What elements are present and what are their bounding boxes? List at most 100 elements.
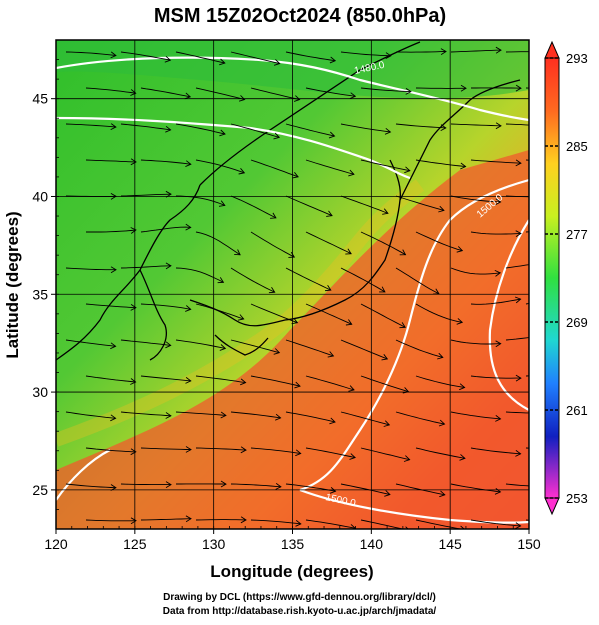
grid-lines bbox=[56, 40, 529, 529]
streamline-arrow bbox=[384, 490, 391, 497]
streamline bbox=[505, 264, 529, 269]
wind-streamlines bbox=[65, 46, 576, 529]
streamline-arrow bbox=[326, 210, 333, 217]
streamline-arrow bbox=[349, 92, 357, 100]
streamline-arrow bbox=[273, 348, 281, 355]
streamline bbox=[340, 51, 391, 57]
streamline bbox=[195, 447, 247, 451]
streamline-arrow bbox=[240, 516, 247, 524]
streamline-arrow bbox=[237, 314, 245, 321]
streamline bbox=[175, 411, 226, 416]
streamline bbox=[140, 159, 191, 165]
colorbar-tick-label: 261 bbox=[566, 403, 588, 418]
plot-area bbox=[56, 40, 576, 529]
streamline bbox=[305, 231, 352, 255]
streamline-arrow bbox=[495, 340, 502, 348]
streamline-arrow bbox=[130, 227, 137, 234]
streamline-arrow bbox=[219, 58, 226, 66]
y-tick-label: 40 bbox=[32, 188, 48, 204]
streamline bbox=[470, 375, 521, 379]
colorbar-bottom-arrow bbox=[544, 497, 560, 516]
streamline bbox=[85, 87, 136, 94]
streamline bbox=[395, 267, 440, 295]
credit-line-2: Data from http://database.rish.kyoto-u.a… bbox=[162, 606, 437, 617]
streamline bbox=[340, 123, 391, 133]
streamline-arrow bbox=[460, 84, 467, 92]
colorbar-tick-label: 285 bbox=[566, 139, 588, 154]
streamline-arrow bbox=[165, 341, 172, 349]
streamline bbox=[120, 193, 172, 197]
streamline-arrow bbox=[218, 200, 226, 207]
x-tick-label: 145 bbox=[438, 536, 462, 552]
streamline-arrow bbox=[275, 483, 282, 490]
streamline bbox=[395, 339, 443, 358]
streamline-arrow bbox=[381, 354, 389, 361]
streamline bbox=[140, 375, 191, 382]
streamline-arrow bbox=[219, 129, 226, 137]
streamline-arrow bbox=[238, 95, 246, 102]
streamline-arrow bbox=[382, 208, 389, 215]
streamline-arrow bbox=[273, 59, 281, 66]
streamline-arrow bbox=[456, 246, 464, 253]
streamline-arrow bbox=[515, 522, 522, 529]
streamline bbox=[195, 375, 246, 384]
streamline bbox=[285, 51, 336, 62]
streamline bbox=[85, 303, 136, 309]
streamline-arrow bbox=[495, 46, 502, 54]
streamline bbox=[395, 411, 445, 425]
colorbar-tick-label: 269 bbox=[566, 315, 588, 330]
streamline-arrow bbox=[494, 269, 502, 277]
streamline bbox=[175, 267, 224, 283]
streamline-arrow bbox=[268, 287, 276, 294]
streamline bbox=[230, 195, 277, 219]
streamline bbox=[195, 87, 245, 100]
streamline bbox=[250, 87, 300, 101]
streamline-arrow bbox=[130, 448, 137, 456]
streamline bbox=[360, 447, 410, 461]
streamline-arrow bbox=[571, 445, 576, 451]
streamline-arrow bbox=[437, 352, 444, 360]
streamline bbox=[195, 231, 241, 256]
streamline bbox=[285, 411, 336, 423]
streamline bbox=[415, 447, 465, 459]
colorbar-tick-label: 277 bbox=[566, 227, 588, 242]
streamline bbox=[415, 375, 465, 388]
streamline bbox=[340, 483, 390, 495]
streamline-arrow bbox=[439, 490, 446, 498]
streamline-arrow bbox=[348, 169, 355, 177]
streamline-arrow bbox=[345, 248, 352, 255]
streamline-arrow bbox=[185, 515, 192, 523]
streamline-arrow bbox=[328, 131, 336, 139]
streamline bbox=[470, 231, 521, 235]
streamline-arrow bbox=[459, 383, 466, 391]
streamline-arrow bbox=[294, 381, 301, 389]
streamline bbox=[415, 231, 463, 252]
streamline bbox=[470, 447, 521, 455]
streamline bbox=[85, 159, 137, 163]
streamline-arrow bbox=[130, 304, 137, 311]
chart-title: MSM 15Z02Oct2024 (850.0hPa) bbox=[154, 5, 446, 27]
gradient-band bbox=[56, 179, 425, 447]
streamline bbox=[85, 447, 136, 453]
streamline-arrow bbox=[460, 525, 465, 529]
streamline-arrow bbox=[571, 517, 576, 523]
streamline-arrow bbox=[515, 84, 522, 92]
streamline-arrow bbox=[345, 319, 353, 326]
streamline-arrow bbox=[165, 125, 172, 133]
colorbar-top-arrow bbox=[544, 40, 560, 59]
streamline bbox=[505, 123, 529, 126]
streamline bbox=[285, 339, 334, 357]
streamline bbox=[120, 123, 171, 131]
streamline bbox=[230, 123, 280, 138]
streamline bbox=[285, 123, 335, 137]
streamline-arrow bbox=[515, 374, 522, 382]
streamline bbox=[450, 411, 501, 420]
streamline bbox=[230, 267, 275, 293]
streamline-arrow bbox=[379, 286, 386, 293]
streamline bbox=[450, 483, 501, 493]
streamline-arrow bbox=[110, 51, 117, 59]
streamline-arrow bbox=[383, 420, 391, 427]
streamline bbox=[395, 195, 445, 211]
streamline bbox=[505, 337, 529, 341]
streamline bbox=[120, 265, 171, 269]
